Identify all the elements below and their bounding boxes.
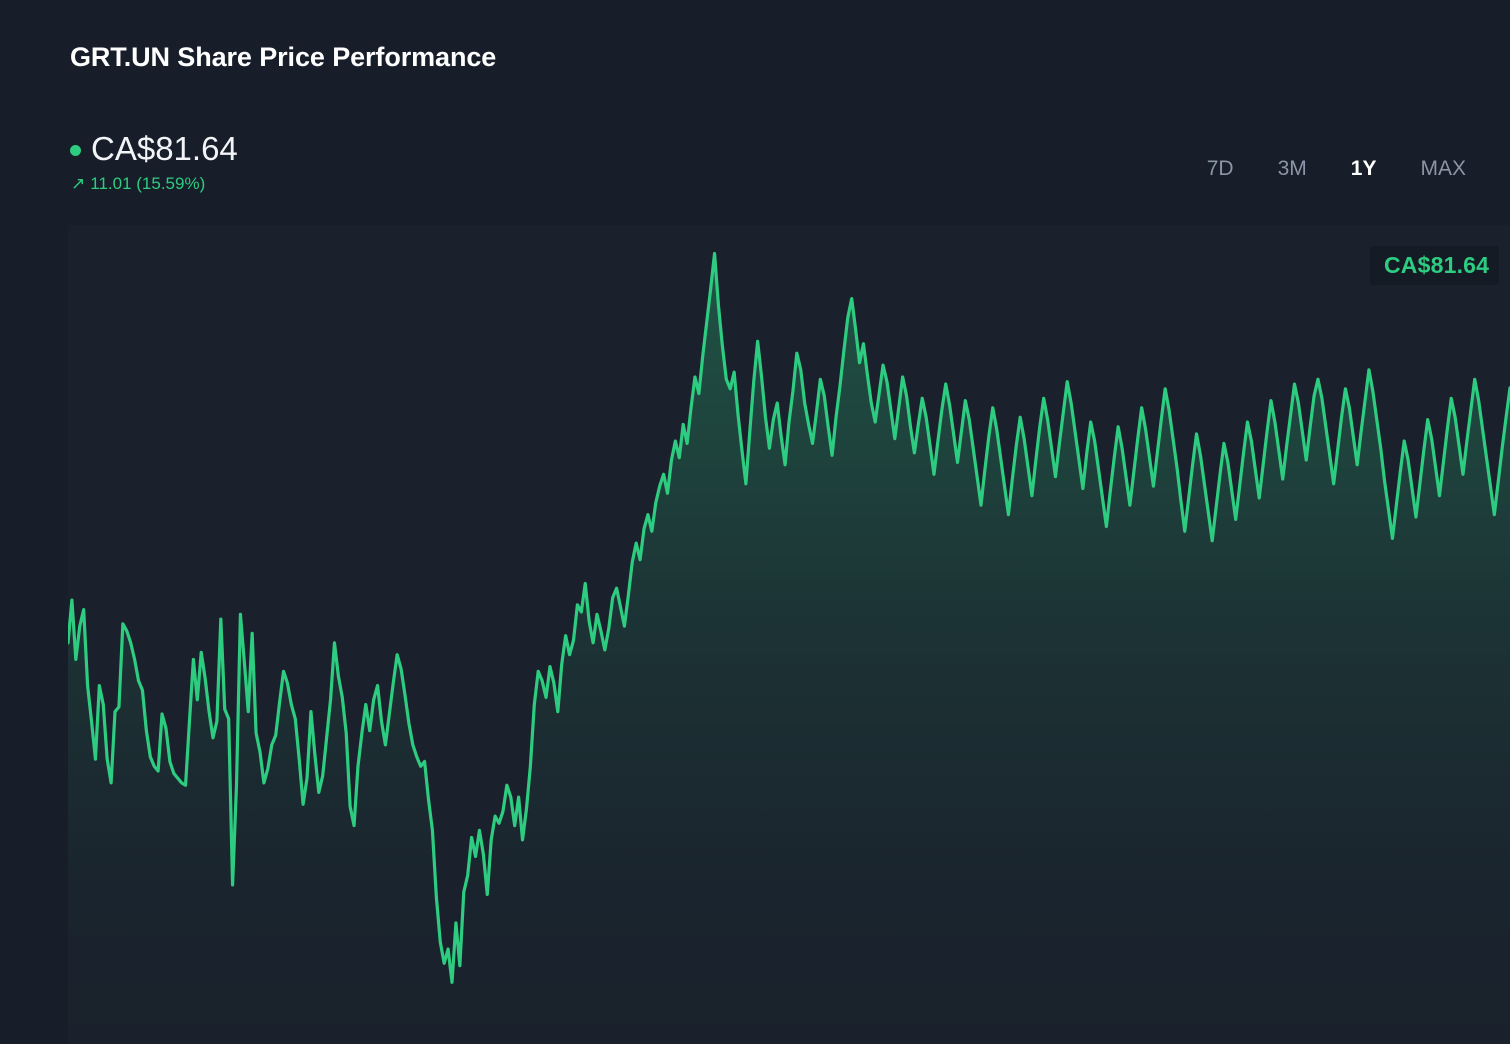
range-button-3m[interactable]: 3M: [1256, 155, 1329, 183]
price-summary: CA$81.64 ↗ 11.01 (15.59%): [70, 130, 238, 194]
price-chart[interactable]: [68, 225, 1510, 1044]
range-button-7d[interactable]: 7D: [1185, 155, 1256, 183]
current-price-chip: CA$81.64: [1370, 246, 1500, 285]
range-selector[interactable]: 7D 3M 1Y MAX: [1185, 155, 1488, 183]
price-chart-svg: [68, 251, 1510, 1044]
price-change-value: 11.01 (15.59%): [90, 173, 206, 193]
chart-area-fill: [68, 253, 1510, 1044]
price-change-row: ↗ 11.01 (15.59%): [71, 174, 238, 194]
range-button-1y[interactable]: 1Y: [1329, 155, 1399, 183]
status-dot-icon: [70, 144, 81, 156]
trend-up-arrow-icon: ↗: [71, 174, 86, 194]
page-title: GRT.UN Share Price Performance: [70, 42, 497, 72]
chart-line: [68, 251, 1510, 984]
range-button-max[interactable]: MAX: [1398, 155, 1488, 183]
current-price-row: CA$81.64: [70, 130, 238, 167]
current-price: CA$81.64: [91, 130, 238, 167]
